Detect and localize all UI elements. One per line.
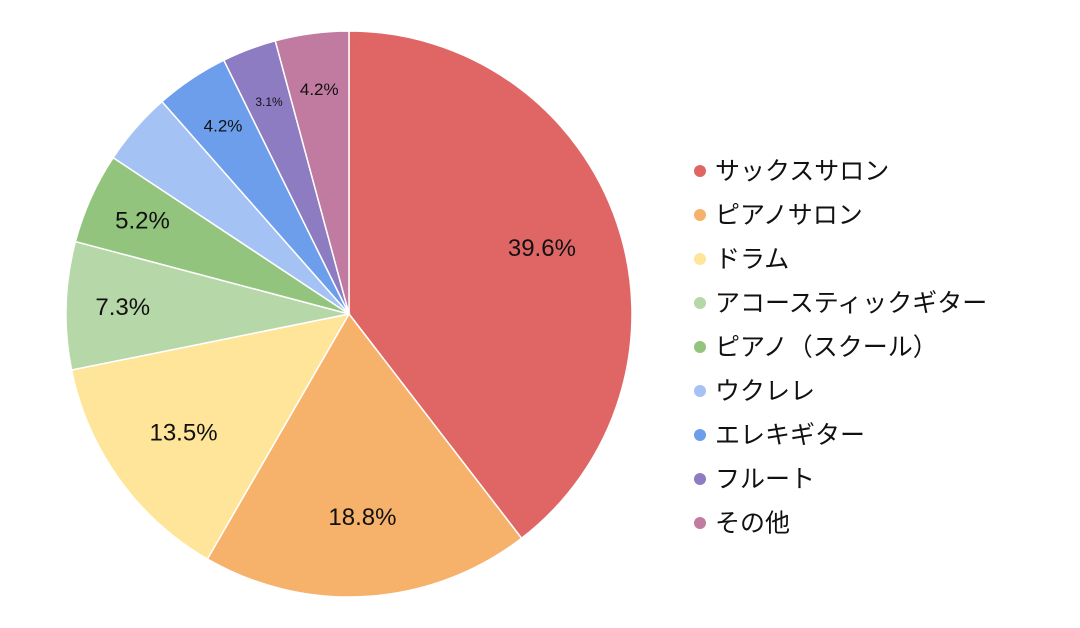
legend-item-3: ドラム	[694, 245, 789, 274]
pie-slice-label-7: 4.2%	[204, 116, 243, 135]
pie-slice-label-8: 3.1%	[255, 95, 283, 109]
pie-slice-label-3: 13.5%	[149, 419, 217, 446]
pie-slice-2	[206, 312, 523, 598]
legend-swatch-1	[694, 165, 706, 177]
legend-item-1: サックスサロン	[694, 157, 889, 186]
pie-slices	[65, 30, 633, 598]
pie-slice-label-2: 18.8%	[328, 504, 396, 531]
pie-slice-labels: 39.6% 18.8% 13.5% 7.3% 5.2% 4.2% 3.1% 4.2%	[95, 80, 576, 531]
legend-label-8: フルート	[715, 465, 815, 494]
legend-swatch-3	[694, 253, 706, 265]
pie-slice-label-1: 39.6%	[508, 235, 576, 262]
legend-swatch-9	[694, 517, 706, 529]
legend-label-4: アコースティックギター	[715, 289, 987, 318]
legend-label-1: サックスサロン	[715, 157, 889, 186]
legend-label-6: ウクレレ	[715, 377, 815, 406]
pie-slice-label-4: 7.3%	[95, 294, 150, 321]
legend-item-5: ピアノ（スクール）	[694, 333, 938, 362]
legend-label-3: ドラム	[715, 245, 789, 274]
legend-swatch-5	[694, 341, 706, 353]
pie-slice-9	[274, 30, 350, 315]
legend-swatch-2	[694, 209, 706, 221]
legend-item-7: エレキギター	[694, 421, 865, 450]
legend-label-7: エレキギター	[715, 421, 865, 450]
pie-slice-label-9: 4.2%	[300, 80, 339, 99]
legend-item-4: アコースティックギター	[694, 289, 987, 318]
legend-item-9: その他	[694, 509, 790, 538]
legend-swatch-7	[694, 429, 706, 441]
pie-slice-label-5: 5.2%	[115, 208, 170, 235]
pie-slice-4	[65, 240, 350, 371]
legend-swatch-8	[694, 473, 706, 485]
legend-item-2: ピアノサロン	[694, 201, 863, 230]
legend-label-9: その他	[715, 509, 790, 538]
pie-slice-1	[348, 30, 633, 540]
pie-slice-3	[70, 312, 351, 561]
legend-label-5: ピアノ（スクール）	[715, 333, 938, 362]
legend-swatch-4	[694, 297, 706, 309]
legend-item-8: フルート	[694, 465, 815, 494]
legend-swatch-6	[694, 385, 706, 397]
legend-item-6: ウクレレ	[694, 377, 815, 406]
legend-label-2: ピアノサロン	[715, 201, 863, 230]
